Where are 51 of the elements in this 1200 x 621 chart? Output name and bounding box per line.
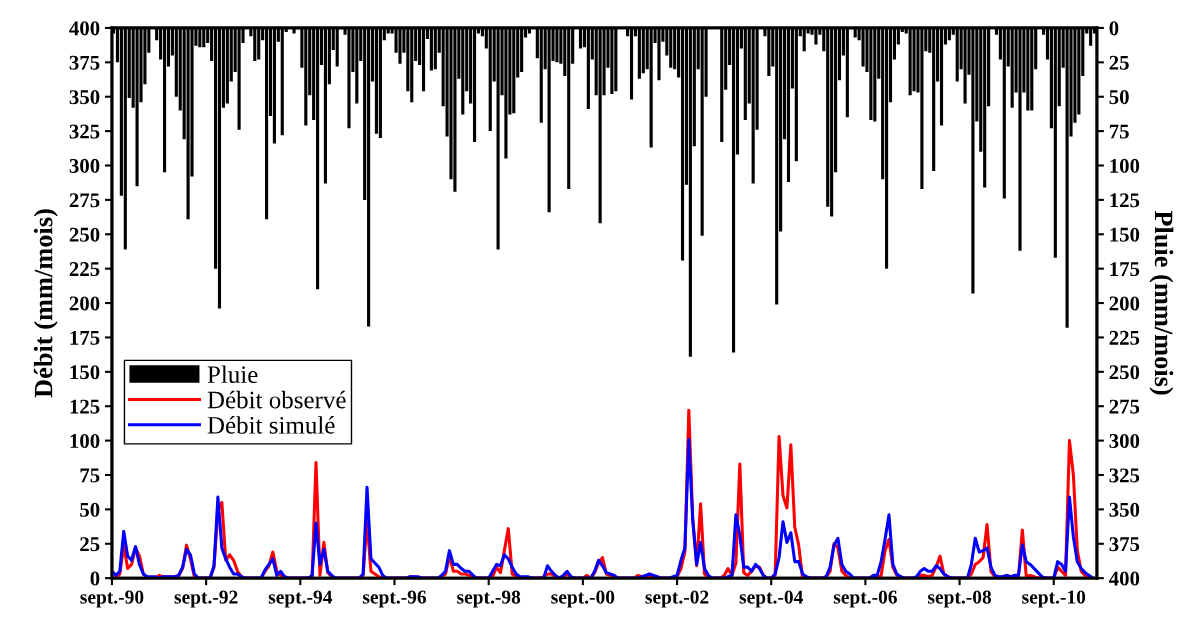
- y-tick-label: 325: [69, 124, 100, 139]
- y-tick-label: 100: [70, 433, 100, 449]
- y2-tick-label: 375: [1109, 537, 1140, 552]
- y-tick-label: 0: [90, 571, 100, 586]
- y-tick-label: 150: [70, 365, 100, 380]
- y2-tick-label: 150: [1110, 227, 1140, 242]
- x-tick-label: sept.-96: [362, 590, 427, 608]
- y2-tick-label: 75: [1109, 124, 1129, 139]
- y-tick-label: 200: [69, 296, 100, 311]
- y2-axis-title: Pluie (mm/mois): [1149, 210, 1174, 395]
- y-axis-title: Débit (mm/mois): [33, 209, 58, 398]
- x-tick-label: sept.-08: [928, 590, 992, 608]
- y2-tick-label: 0: [1109, 21, 1119, 36]
- y-tick-label: 275: [69, 193, 100, 208]
- y-tick-label: 125: [70, 399, 100, 414]
- y2-tick-label: 325: [1109, 468, 1140, 483]
- legend-label: Débit simulé: [207, 416, 335, 434]
- x-tick-label: sept.-04: [739, 590, 803, 608]
- x-tick-label: sept.-00: [551, 590, 615, 608]
- y2-tick-label: 250: [1109, 365, 1140, 380]
- y-tick-label: 75: [80, 468, 100, 483]
- x-tick-label: sept.-02: [645, 590, 709, 608]
- y2-tick-label: 200: [1109, 296, 1140, 311]
- y-tick-label: 375: [69, 55, 100, 70]
- legend-label: Pluie: [207, 365, 258, 384]
- y-tick-label: 300: [69, 158, 100, 173]
- y-tick-label: 25: [80, 537, 100, 552]
- line-series: [111, 437, 1095, 579]
- x-tick-label: sept.-06: [833, 590, 897, 608]
- y-tick-label: 225: [69, 262, 100, 277]
- y-tick-label: 175: [70, 330, 100, 345]
- y-tick-label: 50: [80, 502, 100, 517]
- y2-tick-label: 350: [1109, 502, 1140, 517]
- y2-tick-label: 225: [1109, 330, 1140, 345]
- y2-tick-label: 25: [1109, 55, 1129, 70]
- x-tick-label: sept.-94: [268, 590, 333, 608]
- y2-tick-label: 175: [1110, 262, 1140, 277]
- y-tick-label: 400: [69, 21, 100, 36]
- y-tick-label: 250: [69, 227, 100, 242]
- y2-tick-label: 100: [1110, 158, 1140, 173]
- x-tick-label: sept.-10: [1022, 590, 1086, 608]
- x-tick-label: sept.-90: [80, 590, 144, 608]
- y2-tick-label: 400: [1109, 571, 1140, 586]
- x-tick-label: sept.-98: [457, 590, 521, 608]
- legend-label: Débit observé: [207, 390, 346, 409]
- y2-tick-label: 275: [1109, 399, 1140, 414]
- y2-tick-label: 50: [1109, 90, 1129, 105]
- x-tick-label: sept.-92: [174, 590, 238, 608]
- y2-tick-label: 300: [1109, 433, 1140, 449]
- y-tick-label: 350: [69, 90, 100, 105]
- y2-tick-label: 125: [1110, 193, 1140, 208]
